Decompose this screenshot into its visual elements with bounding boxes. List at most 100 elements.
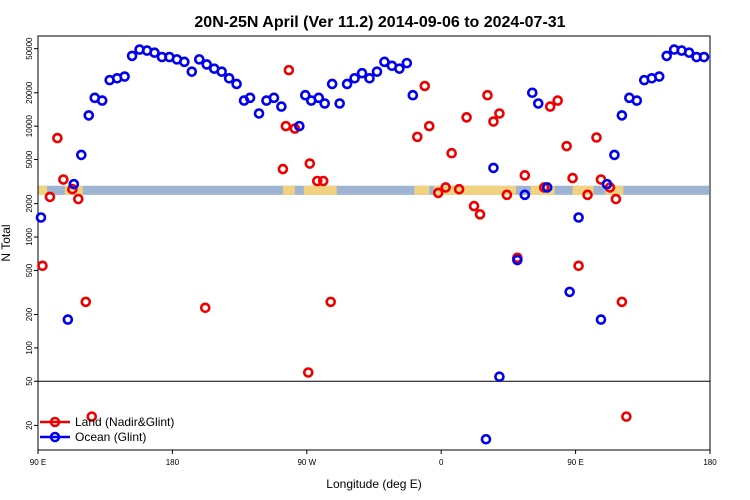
ocean-point [401, 57, 413, 69]
land-point [440, 182, 451, 193]
legend-land-label: Land (Nadir&Glint) [75, 415, 174, 429]
land-point [302, 367, 314, 378]
ocean-point [244, 92, 256, 104]
x-tick-label: 180 [166, 458, 180, 467]
y-tick-label: 50 [25, 376, 34, 385]
ocean-point [179, 56, 190, 68]
band-land-segment [414, 185, 430, 195]
legend-land-marker [49, 416, 61, 428]
ocean-point [609, 149, 620, 161]
land-point [453, 183, 465, 195]
land-point [412, 131, 423, 143]
x-tick-label: 180 [703, 458, 717, 467]
ocean-point [268, 92, 280, 104]
band-land-segment [282, 185, 295, 195]
ocean-point [394, 63, 405, 74]
land-point [86, 411, 98, 422]
ocean-point [488, 162, 499, 174]
plot-frame [37, 35, 711, 451]
ocean-point [631, 95, 643, 106]
band-land-segment [605, 185, 624, 195]
y-tick-label: 20 [25, 420, 34, 429]
band-land-segment [303, 185, 337, 195]
data-points [35, 44, 710, 445]
land-point [482, 89, 493, 101]
legend: Land (Nadir&Glint) Ocean (Glint) [40, 415, 174, 444]
x-axis: 90 E 180 90 W 0 90 E 180 [30, 450, 717, 467]
y-tick-label: 50000 [25, 37, 34, 60]
x-tick-label: 90 E [567, 458, 583, 467]
ocean-point [186, 66, 198, 77]
land-point [621, 411, 632, 422]
ocean-point [480, 433, 492, 445]
ocean-point [601, 178, 613, 190]
land-point [446, 147, 457, 159]
ocean-point [96, 95, 108, 106]
ocean-point [334, 98, 345, 109]
land-point [44, 191, 56, 203]
x-tick-label: 0 [439, 458, 444, 467]
ocean-point [35, 212, 47, 223]
land-point [304, 158, 316, 169]
land-point [67, 183, 78, 195]
land-point [432, 187, 444, 199]
land-point [552, 95, 563, 106]
ocean-point [564, 286, 575, 298]
land-point [277, 163, 289, 175]
land-point [199, 302, 211, 314]
ocean-point [68, 178, 80, 190]
ocean-point [126, 50, 138, 62]
ocean-point [76, 149, 87, 161]
ocean-point [683, 47, 695, 58]
land-point [616, 296, 628, 308]
legend-ocean-marker [49, 431, 61, 443]
ocean-point [698, 51, 710, 63]
land-point [423, 120, 435, 132]
band-land-segment [64, 185, 83, 195]
land-point [52, 132, 63, 144]
land-point [280, 120, 292, 132]
land-point [610, 193, 622, 205]
x-tick-label: 90 E [30, 458, 46, 467]
ocean-point [364, 73, 375, 84]
y-tick-label: 200 [25, 307, 34, 321]
ocean-point [326, 78, 338, 90]
land-point [283, 64, 295, 76]
land-point [317, 175, 329, 187]
legend-ocean-label: Ocean (Glint) [75, 430, 146, 444]
band-land-segment [572, 185, 594, 195]
ocean-point [356, 67, 368, 79]
land-point [474, 209, 486, 220]
ocean-point [407, 89, 419, 101]
land-point [544, 101, 556, 112]
x-tick-label: 90 W [297, 458, 316, 467]
ocean-point [512, 254, 523, 266]
ocean-point [341, 78, 353, 90]
land-point [73, 193, 84, 205]
land-point [582, 189, 593, 201]
ocean-point [313, 92, 325, 104]
ocean-point [573, 212, 584, 223]
land-point [561, 140, 572, 152]
ocean-point [216, 66, 227, 77]
ocean-point [661, 50, 672, 62]
land-point [419, 80, 431, 92]
ocean-point [595, 314, 607, 325]
band-land-segment [38, 185, 47, 195]
ocean-point [223, 73, 235, 84]
land-point [80, 296, 92, 308]
ocean-point [349, 73, 360, 84]
ocean-point [149, 47, 160, 58]
x-axis-label: Longitude (deg E) [326, 477, 421, 491]
y-tick-label: 500 [25, 263, 34, 277]
ocean-point [526, 87, 538, 99]
y-tick-label: 1000 [25, 228, 34, 246]
land-point [494, 108, 505, 119]
land-point [461, 112, 472, 123]
ocean-point [62, 314, 74, 325]
ocean-point [519, 189, 531, 201]
land-point [37, 260, 48, 272]
y-axis-label: N Total [0, 224, 13, 261]
land-point [468, 200, 480, 212]
